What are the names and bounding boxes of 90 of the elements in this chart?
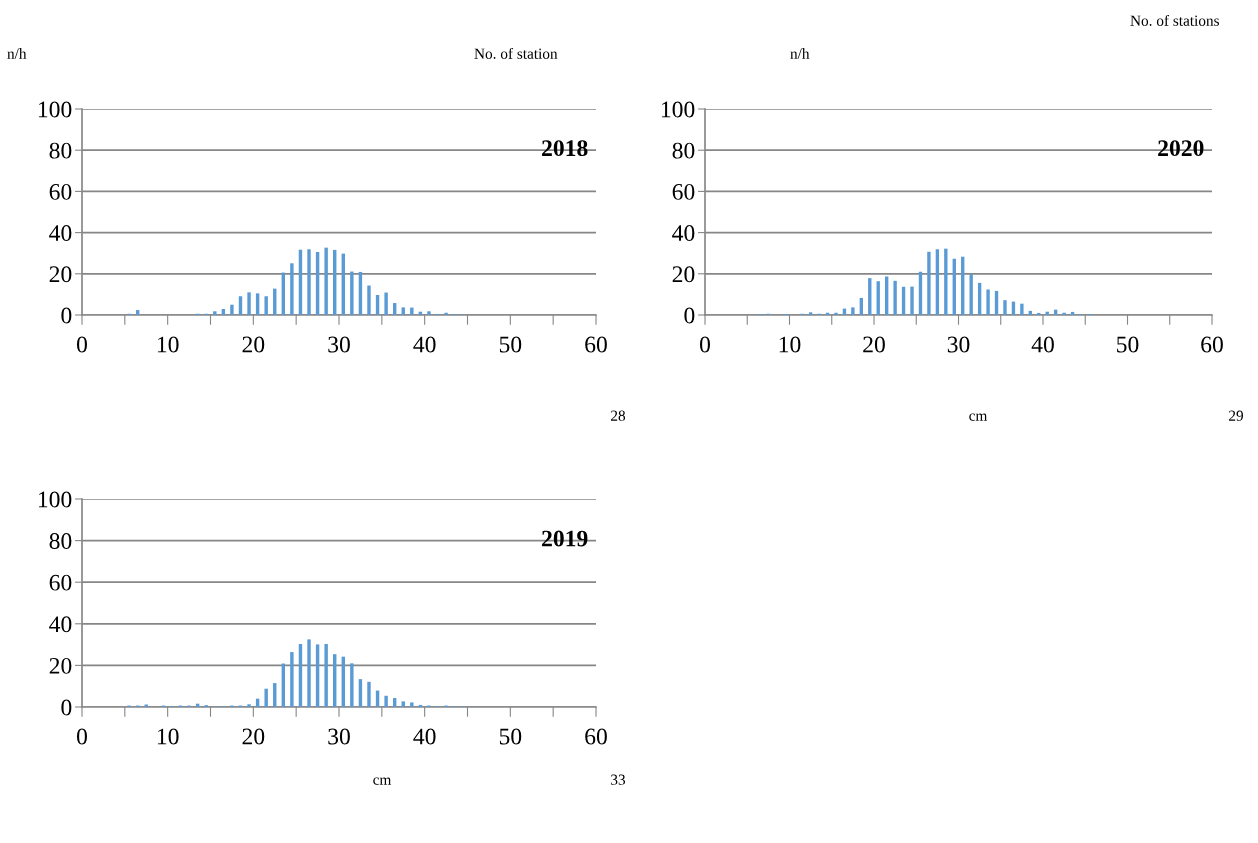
- bar: [444, 312, 448, 315]
- y-tick-label: 60: [49, 183, 72, 200]
- bar: [884, 276, 889, 315]
- bar: [307, 639, 311, 707]
- x-tick-label: 30: [947, 336, 970, 353]
- x-tick-label: 40: [1031, 336, 1054, 353]
- y-axis-title: n/h: [7, 48, 27, 59]
- x-tick-label: 40: [413, 728, 436, 745]
- bar: [410, 307, 414, 315]
- bar: [834, 312, 838, 315]
- bar: [1003, 300, 1007, 315]
- y-tick-label: 40: [672, 225, 695, 242]
- bar: [324, 643, 328, 707]
- text: 28: [611, 410, 626, 421]
- x-tick-label: 10: [157, 336, 179, 353]
- x-tick-label: 0: [77, 728, 87, 745]
- y-tick-label: 80: [49, 533, 72, 550]
- bar: [851, 307, 855, 315]
- bar: [410, 702, 414, 707]
- x-axis-title: cm: [969, 413, 988, 421]
- y-tick-label: 20: [672, 266, 695, 283]
- y-tick-label: 80: [672, 142, 695, 159]
- x-tick-label: 30: [328, 728, 350, 745]
- bar: [1070, 311, 1075, 315]
- y-tick-label: 60: [49, 574, 72, 591]
- bar: [213, 311, 217, 315]
- bar: [969, 274, 973, 315]
- x-tick-label: 20: [242, 728, 265, 745]
- bar: [307, 249, 311, 315]
- y-tick-label: 0: [61, 699, 72, 716]
- x-tick-label: 0: [700, 336, 710, 353]
- x-tick-label: 60: [585, 336, 607, 353]
- y-axis-title: n/h: [790, 48, 810, 59]
- y-tick-label: 80: [49, 142, 72, 159]
- bar: [264, 296, 268, 315]
- bar: [230, 304, 234, 315]
- x-tick-label: 50: [1117, 336, 1139, 353]
- x-tick-label: 30: [328, 336, 350, 353]
- y-tick-label: 60: [672, 183, 695, 200]
- text: No. of station: [474, 47, 558, 59]
- bar: [324, 247, 328, 315]
- bar: [367, 681, 371, 707]
- bar: [367, 285, 371, 315]
- x-tick-label: 60: [585, 728, 607, 745]
- bar: [1020, 303, 1024, 315]
- text: 2020: [1158, 140, 1204, 157]
- x-tick-label: 20: [242, 336, 265, 353]
- bar: [384, 695, 388, 707]
- y-tick-label: 0: [61, 307, 72, 324]
- bar: [944, 248, 948, 315]
- y-tick-label: 40: [49, 616, 72, 633]
- x-axis-title: cm: [373, 777, 392, 785]
- bar: [290, 652, 294, 707]
- text: 2018: [542, 140, 588, 157]
- text: 29: [1229, 410, 1244, 421]
- x-tick-label: 0: [77, 336, 87, 353]
- x-tick-label: 60: [1201, 336, 1223, 353]
- bar: [893, 280, 897, 315]
- bar: [221, 309, 226, 315]
- bar: [986, 289, 990, 315]
- bar: [910, 286, 914, 315]
- bar: [350, 663, 354, 707]
- bar: [350, 271, 354, 315]
- y-tick-label: 0: [684, 307, 695, 324]
- x-tick-label: 50: [499, 336, 522, 353]
- y-tick-label: 20: [49, 657, 72, 674]
- bar: [427, 311, 431, 315]
- x-tick-label: 20: [863, 336, 885, 353]
- y-tick-label: 40: [49, 225, 72, 242]
- bar: [927, 251, 931, 315]
- bar: [401, 701, 405, 707]
- x-tick-label: 10: [157, 728, 179, 745]
- bar: [247, 292, 251, 315]
- bar: [401, 307, 405, 315]
- bar: [384, 292, 388, 315]
- text: 33: [611, 774, 626, 785]
- bar: [247, 704, 251, 707]
- y-tick-label: 100: [38, 101, 72, 118]
- y-tick-label: 100: [38, 491, 72, 508]
- x-tick-label: 10: [779, 336, 801, 353]
- y-tick-label: 20: [49, 266, 72, 283]
- x-tick-label: 50: [499, 728, 522, 745]
- text: 2019: [542, 530, 588, 547]
- bar: [808, 312, 813, 315]
- x-tick-label: 40: [413, 336, 436, 353]
- text: No. of stations: [1130, 14, 1219, 26]
- bar: [290, 263, 294, 315]
- y-tick-label: 100: [661, 101, 695, 118]
- bar: [1062, 312, 1066, 315]
- bar: [264, 688, 268, 707]
